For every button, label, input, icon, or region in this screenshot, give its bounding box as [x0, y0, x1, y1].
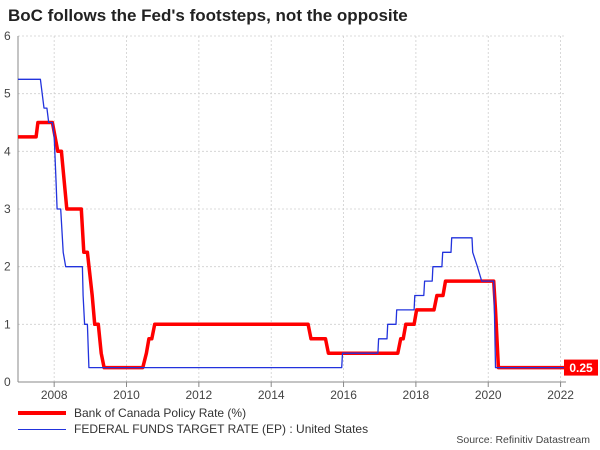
chart-lines: [18, 78, 566, 370]
y-tick-label: 1: [4, 317, 11, 331]
x-tick-label: 2020: [475, 388, 502, 402]
x-tick-label: 2008: [41, 388, 68, 402]
end-label-text: 0.25: [569, 361, 593, 375]
chart-title: BoC follows the Fed's footsteps, not the…: [8, 6, 408, 25]
y-tick-label: 3: [4, 202, 11, 216]
series-line-fed: [18, 78, 566, 369]
source-note: Source: Refinitiv Datastream: [456, 434, 590, 446]
x-tick-label: 2016: [330, 388, 357, 402]
chart-legend: Bank of Canada Policy Rate (%) FEDERAL F…: [18, 405, 368, 437]
end-value-label: 0.25: [564, 359, 598, 376]
legend-swatch-fed: [18, 428, 66, 430]
chart-tick-labels: 0 1 2 3 4 5 6 2008 2010 2012 2014 2016 2018 2020 2022: [4, 29, 574, 402]
x-tick-label: 2012: [186, 388, 213, 402]
series-line-boc: [18, 120, 566, 370]
legend-label-boc: Bank of Canada Policy Rate (%): [74, 406, 247, 420]
legend-item-fed: FEDERAL FUNDS TARGET RATE (EP) : United …: [18, 421, 368, 437]
x-tick-label: 2014: [258, 388, 285, 402]
x-tick-label: 2018: [403, 388, 430, 402]
chart-axes: [17, 36, 566, 387]
chart-grid: [18, 35, 566, 382]
y-tick-label: 0: [4, 375, 11, 389]
y-tick-label: 4: [4, 144, 11, 158]
end-label-box: [564, 359, 598, 376]
legend-swatch-boc: [18, 411, 66, 415]
x-tick-label: 2010: [113, 388, 140, 402]
y-tick-label: 2: [4, 260, 11, 274]
y-tick-label: 6: [4, 29, 11, 43]
legend-item-boc: Bank of Canada Policy Rate (%): [18, 405, 368, 421]
x-tick-label: 2022: [547, 388, 574, 402]
legend-label-fed: FEDERAL FUNDS TARGET RATE (EP) : United …: [74, 422, 369, 436]
y-tick-label: 5: [4, 87, 11, 101]
